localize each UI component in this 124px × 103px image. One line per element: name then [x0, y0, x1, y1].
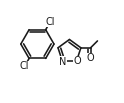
Text: N: N	[59, 57, 66, 67]
Text: O: O	[73, 56, 81, 66]
Text: O: O	[87, 53, 94, 63]
Text: Cl: Cl	[46, 17, 55, 27]
Text: Cl: Cl	[20, 61, 29, 71]
